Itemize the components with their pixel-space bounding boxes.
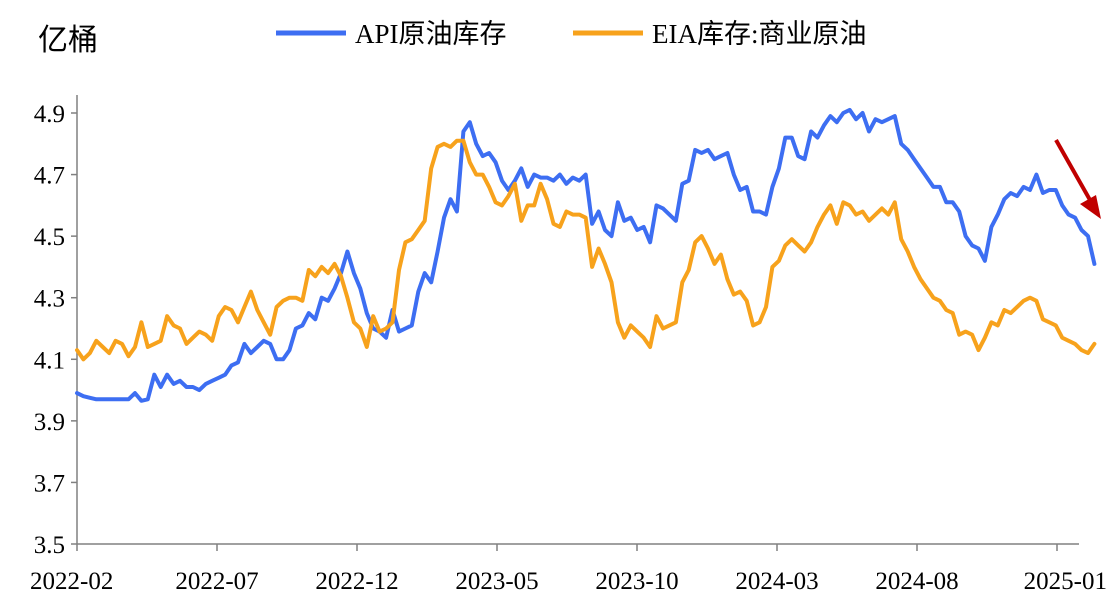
y-tick-label: 4.3 xyxy=(34,286,65,313)
x-tick-label: 2022-12 xyxy=(315,568,398,595)
y-tick-label: 4.9 xyxy=(34,101,65,128)
x-tick-label: 2023-05 xyxy=(455,568,538,595)
x-tick-label: 2025-01 xyxy=(1024,568,1107,595)
series-layer xyxy=(75,107,1097,403)
x-ticks: 2022-02 2022-07 2022-12 2023-05 2023-10 2024-… xyxy=(30,544,1107,595)
y-tick-label: 4.1 xyxy=(34,347,65,374)
y-tick-label: 4.7 xyxy=(34,163,65,190)
y-tick-label: 4.5 xyxy=(34,224,65,251)
red-down-arrow-icon xyxy=(1054,139,1101,219)
x-tick-label: 2024-03 xyxy=(735,568,818,595)
series-line-eia xyxy=(75,138,1097,362)
legend-label-eia: EIA库存:商业原油 xyxy=(652,19,866,49)
y-tick-label: 3.5 xyxy=(34,532,65,559)
x-tick-label: 2023-10 xyxy=(595,568,678,595)
x-tick-label: 2024-08 xyxy=(875,568,958,595)
y-ticks: 4.9 4.7 4.5 4.3 4.1 3.9 3.7 3.5 xyxy=(34,101,77,559)
x-tick-label: 2022-07 xyxy=(175,568,258,595)
x-tick-label: 2022-02 xyxy=(30,568,113,595)
legend-label-api: API原油库存 xyxy=(355,19,507,49)
y-tick-label: 3.7 xyxy=(34,470,65,497)
y-tick-label: 3.9 xyxy=(34,409,65,436)
unit-label: 亿桶 xyxy=(38,23,98,58)
series-line-api xyxy=(75,107,1097,403)
legend: API原油库存 EIA库存:商业原油 xyxy=(276,19,866,49)
